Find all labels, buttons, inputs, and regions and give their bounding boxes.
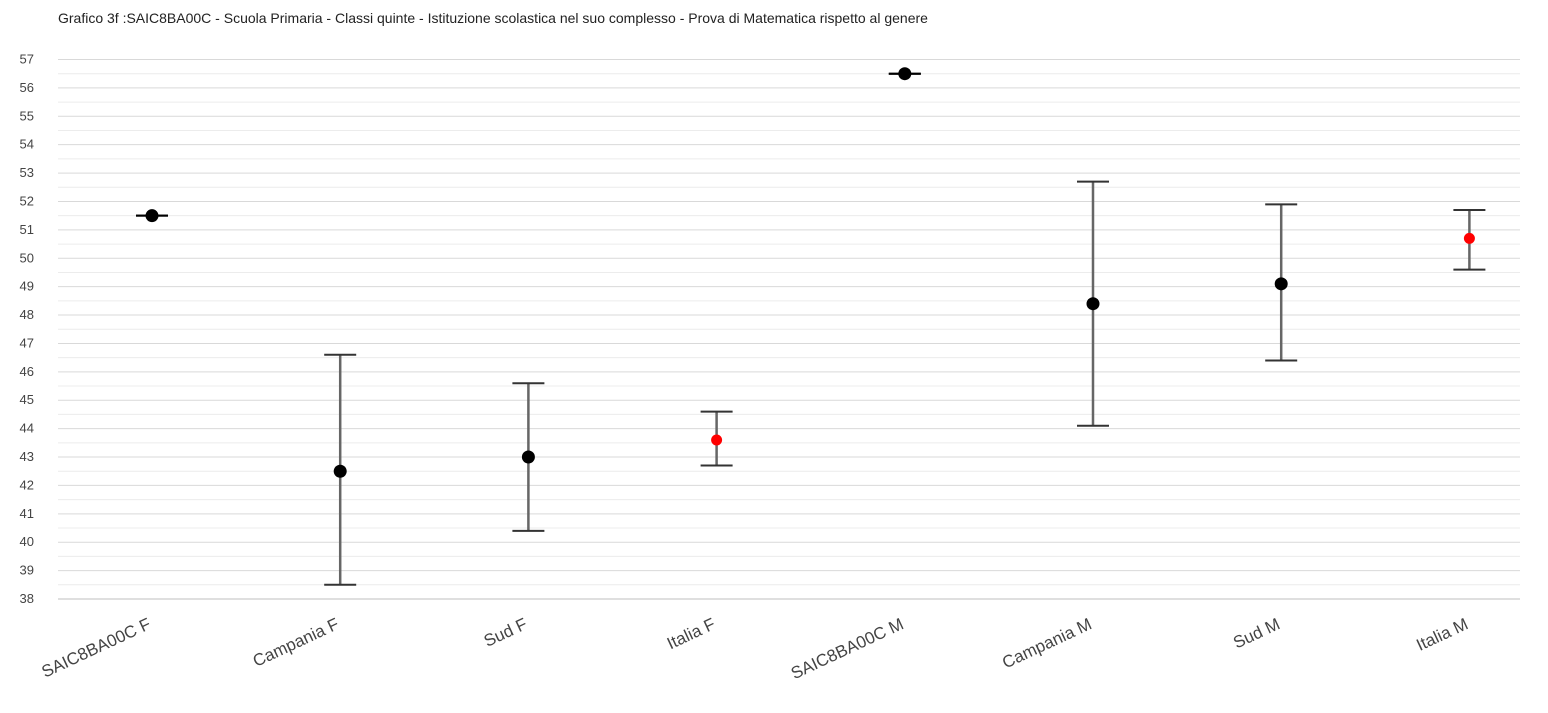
y-tick-label: 38 xyxy=(20,591,34,606)
y-axis-ticks: 38 39 40 41 42 43 44 45 46 47 48 49 50 51 52 53 54 55 56 57 xyxy=(20,52,34,607)
y-tick-label: 50 xyxy=(20,250,34,265)
x-tick-label: Sud F xyxy=(481,614,530,650)
y-tick-label: 45 xyxy=(20,392,34,407)
x-tick-label: SAIC8BA00C F xyxy=(39,614,154,681)
x-tick-label: Campania F xyxy=(250,614,342,670)
data-point xyxy=(1086,297,1100,311)
y-tick-label: 52 xyxy=(20,193,34,208)
grid-layer xyxy=(58,59,1520,600)
x-tick-label: SAIC8BA00C M xyxy=(788,614,907,683)
x-tick-label: Italia M xyxy=(1413,614,1471,654)
y-tick-label: 51 xyxy=(20,222,34,237)
y-tick-label: 54 xyxy=(20,137,34,152)
y-tick-label: 46 xyxy=(20,364,34,379)
x-axis-labels: SAIC8BA00C F Campania F Sud F Italia F SAIC8… xyxy=(39,614,1471,683)
chart-title: Grafico 3f :SAIC8BA00C - Scuola Primaria… xyxy=(58,10,928,26)
y-tick-label: 47 xyxy=(20,335,34,350)
y-tick-label: 49 xyxy=(20,279,34,294)
y-tick-label: 42 xyxy=(20,477,34,492)
x-tick-label: Sud M xyxy=(1230,614,1283,652)
data-point xyxy=(1274,277,1288,291)
data-points xyxy=(145,67,1475,478)
x-tick-label: Campania M xyxy=(999,614,1094,672)
data-point xyxy=(333,464,347,478)
data-point xyxy=(898,67,912,81)
x-tick-label: Italia F xyxy=(664,614,718,653)
y-tick-label: 57 xyxy=(20,52,34,67)
y-tick-label: 44 xyxy=(20,421,34,436)
y-tick-label: 55 xyxy=(20,108,34,123)
data-point xyxy=(711,434,723,446)
y-tick-label: 40 xyxy=(20,534,34,549)
data-point xyxy=(1463,232,1475,244)
y-tick-label: 39 xyxy=(20,563,34,578)
y-tick-label: 43 xyxy=(20,449,34,464)
y-tick-label: 56 xyxy=(20,80,34,95)
y-tick-label: 53 xyxy=(20,165,34,180)
data-point xyxy=(145,209,159,223)
y-tick-label: 41 xyxy=(20,506,34,521)
y-tick-label: 48 xyxy=(20,307,34,322)
data-point xyxy=(521,450,535,464)
